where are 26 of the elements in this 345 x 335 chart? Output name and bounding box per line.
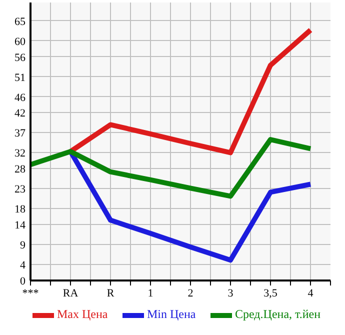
y-tick-label: 23 <box>14 184 26 196</box>
y-tick-label: 32 <box>14 148 26 160</box>
legend-label: Сред.Цена, т.йен <box>235 307 321 322</box>
y-tick-label: 56 <box>14 52 26 64</box>
x-tick-label: *** <box>22 288 39 300</box>
y-tick-label: 28 <box>14 164 26 176</box>
y-tick-label: 65 <box>14 16 26 28</box>
x-tick-label: 2 <box>188 288 194 300</box>
x-tick-label: RA <box>62 288 78 300</box>
x-tick-label: 3 <box>228 288 234 300</box>
y-tick-label: 37 <box>14 128 26 140</box>
y-tick-label: 51 <box>14 72 26 84</box>
y-tick-label: 42 <box>14 108 26 120</box>
x-tick-label: 1 <box>148 288 154 300</box>
x-tick-label: 3,5 <box>264 288 278 300</box>
y-tick-label: 0 <box>20 276 26 288</box>
y-tick-label: 46 <box>14 92 26 104</box>
y-tick-label: 14 <box>14 220 26 232</box>
x-tick-label: 4 <box>308 288 314 300</box>
y-tick-label: 4 <box>20 260 26 272</box>
y-tick-label: 18 <box>14 204 26 216</box>
y-tick-label: 9 <box>20 240 26 252</box>
y-tick-label: 60 <box>14 36 26 48</box>
x-tick-label: R <box>106 288 115 300</box>
legend-label: Min Цена <box>147 307 196 322</box>
legend-label: Max Цена <box>57 307 108 322</box>
